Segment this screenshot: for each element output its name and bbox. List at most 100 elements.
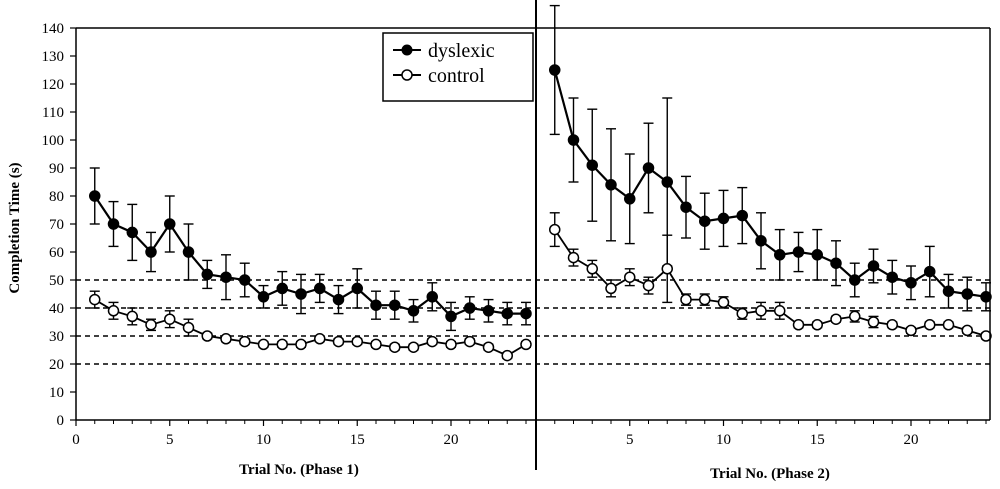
x-tick-label: 10 (716, 432, 731, 448)
data-point-dyslexic (661, 176, 673, 188)
data-point-control (407, 341, 420, 353)
data-point-control (145, 319, 157, 331)
data-point-dyslexic (980, 291, 992, 303)
data-point-control (699, 293, 711, 306)
data-point-control (942, 319, 955, 331)
x-tick-label: 15 (350, 432, 365, 448)
data-point-control (89, 293, 101, 306)
legend-label-control: control (428, 65, 485, 87)
series-line-control (554, 229, 987, 337)
legend: dyslexic control (382, 32, 534, 102)
data-point-control (239, 335, 251, 348)
data-point-dyslexic (389, 299, 401, 311)
data-point-dyslexic (126, 226, 138, 239)
data-point-control (605, 282, 617, 295)
tick-labels: 0 10 20 30 40 50 60 70 80 90 100 110 120 130 140 0 5 10 15… (42, 21, 919, 448)
data-point-dyslexic (332, 293, 345, 306)
y-tick-label: 130 (42, 49, 65, 65)
data-point-control (774, 305, 786, 317)
data-point-control (642, 279, 655, 292)
data-point-dyslexic (426, 291, 438, 303)
data-point-control (924, 319, 936, 331)
data-point-dyslexic (407, 305, 420, 317)
y-tick-label: 40 (49, 301, 64, 317)
y-tick-label: 10 (49, 385, 64, 401)
data-points (89, 64, 992, 362)
data-point-dyslexic (924, 265, 936, 278)
data-point-control (201, 330, 213, 342)
data-point-control (755, 305, 767, 317)
error-bars (89, 4, 991, 360)
data-point-control (961, 324, 973, 337)
x-tick-label: 10 (256, 432, 271, 448)
data-point-control (661, 263, 673, 275)
data-point-control (426, 335, 438, 348)
data-point-dyslexic (886, 271, 898, 283)
data-point-dyslexic (89, 190, 101, 202)
data-point-dyslexic (351, 282, 363, 295)
data-point-dyslexic (257, 291, 270, 303)
data-point-dyslexic (849, 274, 861, 286)
data-point-dyslexic (755, 235, 767, 247)
data-point-dyslexic (736, 209, 748, 222)
data-point-dyslexic (145, 246, 157, 258)
data-point-control (624, 271, 636, 283)
axes (70, 0, 991, 470)
data-point-dyslexic (220, 271, 232, 283)
data-point-control (351, 335, 363, 348)
y-tick-label: 140 (42, 21, 65, 37)
data-point-dyslexic (549, 64, 561, 76)
data-point-control (501, 349, 513, 362)
data-point-control (164, 313, 176, 325)
data-point-dyslexic (774, 249, 786, 261)
data-point-control (830, 313, 842, 325)
y-tick-label: 90 (49, 161, 64, 177)
data-point-dyslexic (107, 218, 120, 230)
x-tick-label: 5 (626, 432, 634, 448)
data-point-dyslexic (201, 268, 213, 281)
data-point-dyslexic (276, 282, 288, 295)
data-point-dyslexic (370, 299, 382, 311)
data-point-dyslexic (586, 159, 598, 171)
data-point-control (567, 251, 580, 264)
y-axis-title: Completion Time (s) (7, 162, 23, 293)
y-tick-label: 0 (57, 413, 65, 429)
data-point-dyslexic (464, 302, 476, 314)
data-point-control (905, 324, 917, 337)
data-point-dyslexic (642, 162, 655, 174)
y-tick-label: 50 (49, 273, 64, 289)
data-point-control (295, 338, 307, 351)
data-point-dyslexic (501, 307, 513, 320)
data-point-dyslexic (905, 277, 917, 289)
data-point-control (680, 293, 692, 306)
data-point-control (520, 338, 532, 351)
data-point-dyslexic (520, 307, 532, 320)
data-point-control (549, 223, 561, 236)
data-point-control (736, 307, 748, 320)
series-line-dyslexic (93, 195, 526, 318)
data-point-control (717, 296, 730, 309)
data-point-control (980, 330, 992, 342)
data-point-control (445, 338, 457, 351)
y-tick-label: 20 (49, 357, 64, 373)
x-axis-title-phase-1: Trial No. (Phase 1) (239, 462, 359, 478)
data-point-dyslexic (961, 288, 973, 300)
data-point-control (182, 321, 195, 334)
legend-box (382, 32, 534, 102)
data-point-control (370, 338, 382, 351)
data-point-dyslexic (482, 305, 495, 317)
data-point-dyslexic (792, 246, 805, 258)
data-point-control (107, 305, 120, 317)
x-tick-label: 15 (810, 432, 825, 448)
legend-label-dyslexic: dyslexic (428, 40, 495, 62)
data-point-dyslexic (717, 212, 730, 225)
data-point-control (276, 338, 288, 351)
y-tick-label: 80 (49, 189, 64, 205)
data-point-control (886, 319, 898, 331)
data-point-control (811, 319, 823, 331)
legend-marker-dyslexic (401, 44, 413, 56)
data-point-dyslexic (605, 179, 617, 191)
data-point-control (867, 316, 880, 328)
data-point-dyslexic (182, 246, 195, 258)
data-point-dyslexic (811, 249, 823, 261)
